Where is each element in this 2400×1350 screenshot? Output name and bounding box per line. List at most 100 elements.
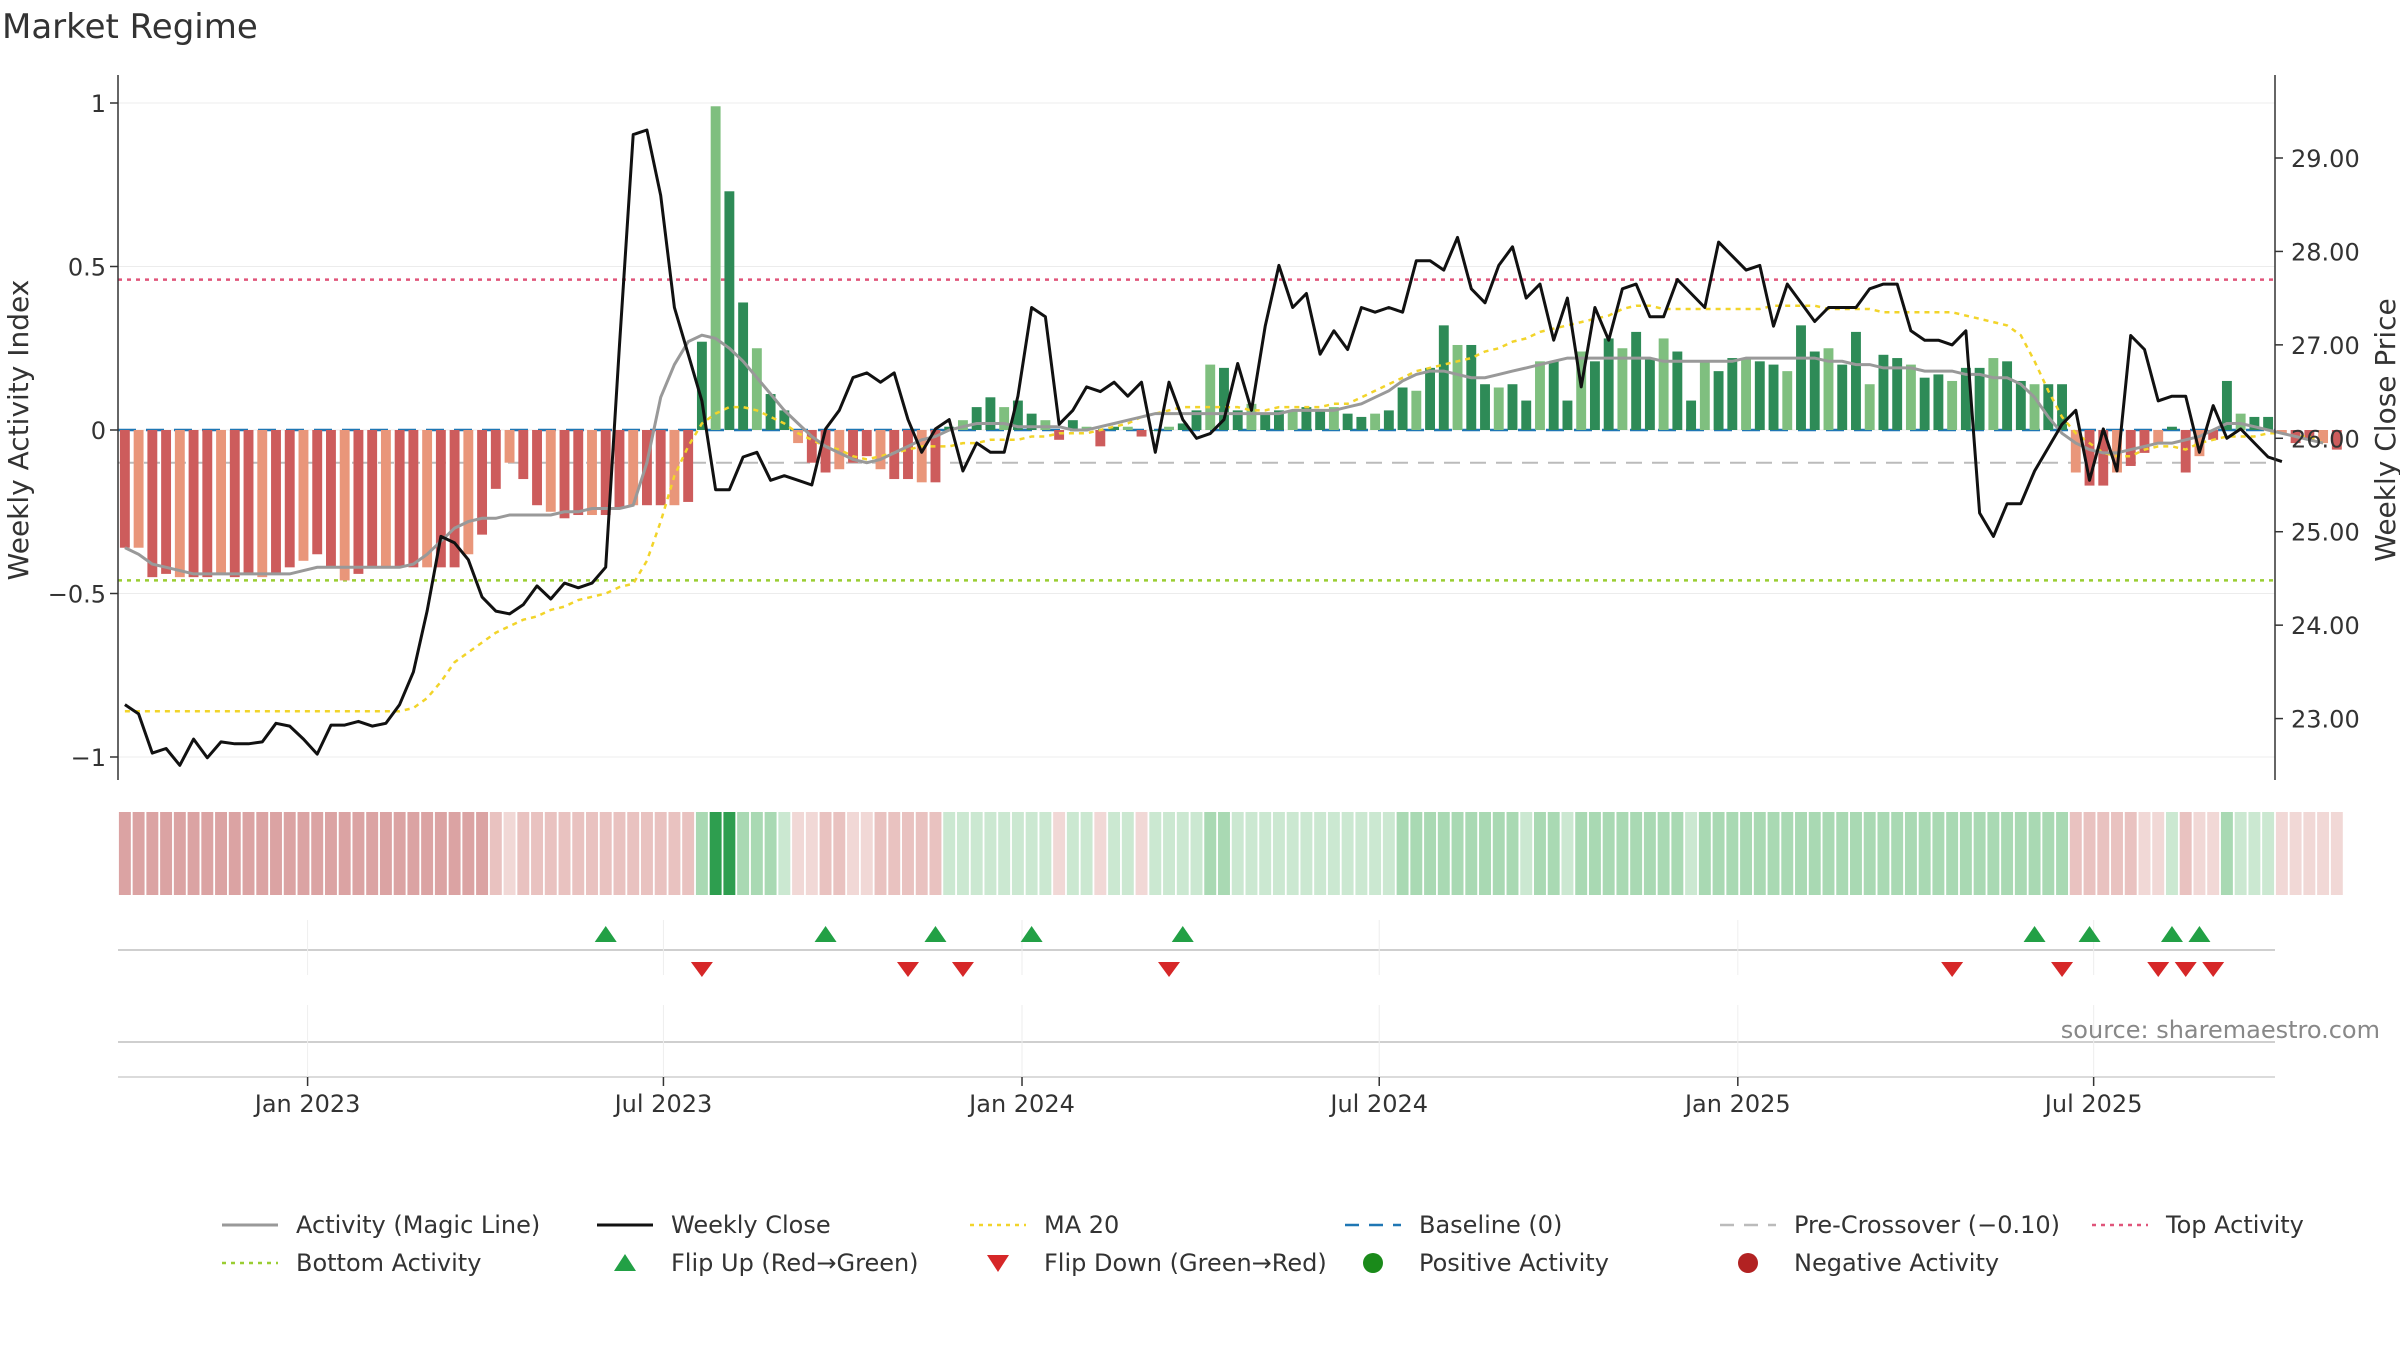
activity-bar <box>380 430 391 568</box>
activity-bar <box>614 430 625 509</box>
regime-cell <box>201 812 214 895</box>
legend-swatch <box>614 1254 636 1271</box>
activity-bar <box>463 430 474 555</box>
regime-cell <box>434 812 447 895</box>
activity-bar <box>2125 430 2136 466</box>
regime-cell <box>586 812 598 895</box>
legend-label: MA 20 <box>1044 1211 1119 1239</box>
activity-bar <box>1260 413 1271 430</box>
regime-cell <box>1437 812 1450 895</box>
regime-cell <box>984 812 997 895</box>
activity-bar <box>1109 426 1120 430</box>
regime-cell <box>1204 812 1217 895</box>
activity-bar <box>1947 380 1958 430</box>
activity-bar <box>655 430 666 506</box>
activity-bar <box>326 430 336 568</box>
regime-cell <box>1726 812 1739 895</box>
activity-bar <box>1205 364 1216 430</box>
legend: Activity (Magic Line) Weekly Close MA 20 Ba… <box>222 1211 2304 1277</box>
regime-cell <box>1108 812 1121 895</box>
regime-cell <box>1300 812 1313 895</box>
activity-bar <box>2098 430 2109 486</box>
x-tick-label: Jan 2025 <box>1683 1090 1791 1118</box>
regime-cell <box>517 812 530 895</box>
ma20-line <box>124 304 2324 713</box>
activity-bar <box>710 106 721 431</box>
regime-cell <box>695 812 708 895</box>
activity-bar <box>367 430 378 568</box>
activity-bar <box>820 430 831 473</box>
regime-cell <box>1190 812 1203 895</box>
regime-cell <box>2220 812 2233 895</box>
activity-bar <box>1246 403 1257 430</box>
regime-cell <box>2069 812 2082 895</box>
activity-bar <box>339 430 350 581</box>
legend-label: Activity (Magic Line) <box>296 1211 540 1239</box>
regime-cell <box>2097 812 2110 895</box>
activity-bar <box>1452 344 1463 430</box>
legend-swatch <box>1363 1253 1383 1273</box>
activity-bar <box>188 430 199 578</box>
activity-bar <box>1754 361 1765 430</box>
regime-cell <box>915 812 928 895</box>
regime-cell <box>1671 812 1684 895</box>
legend-swatch <box>1738 1253 1758 1273</box>
flip-down-marker <box>1158 962 1181 977</box>
activity-bar <box>1177 423 1188 430</box>
regime-cell <box>558 812 571 895</box>
legend-label: Negative Activity <box>1794 1249 1999 1277</box>
y-tick-label: −1 <box>71 744 106 772</box>
flip-up-marker <box>2023 926 2046 942</box>
regime-cell <box>2028 812 2041 895</box>
legend-label: Bottom Activity <box>296 1249 481 1277</box>
activity-bar <box>1782 371 1793 430</box>
regime-cell <box>1698 812 1711 895</box>
regime-cell <box>1066 812 1079 895</box>
activity-bar <box>1603 338 1614 430</box>
regime-cell <box>640 812 653 895</box>
activity-bar <box>1493 387 1504 430</box>
regime-cell <box>2262 812 2275 895</box>
regime-cell <box>1630 812 1643 895</box>
activity-bar <box>435 430 446 568</box>
regime-cell <box>1011 812 1024 895</box>
activity-bar <box>1342 413 1353 430</box>
activity-bar <box>1507 384 1518 430</box>
regime-cell <box>1506 812 1519 895</box>
activity-bar <box>2002 361 2013 430</box>
activity-bar <box>161 430 172 574</box>
regime-cell <box>1561 812 1574 895</box>
activity-bar <box>1658 338 1669 430</box>
regime-cell <box>1314 812 1327 895</box>
y-tick-label: 0 <box>91 417 106 445</box>
regime-cell <box>1355 812 1368 895</box>
regime-strip <box>118 812 2343 895</box>
y-right-tick-label: 28.00 <box>2291 238 2360 266</box>
regime-cell <box>1808 812 1821 895</box>
regime-cell <box>1080 812 1093 895</box>
regime-cell <box>160 812 173 895</box>
regime-cell <box>764 812 777 895</box>
regime-cell <box>1685 812 1698 895</box>
activity-bar <box>1809 351 1820 430</box>
y-right-tick-label: 25.00 <box>2291 519 2360 547</box>
activity-bar <box>2112 430 2122 473</box>
regime-cell <box>1121 812 1134 895</box>
activity-bar <box>1012 400 1023 430</box>
y-right-tick-label: 26.00 <box>2291 425 2360 453</box>
regime-cell <box>1272 812 1285 895</box>
regime-cell <box>2317 812 2330 895</box>
regime-cell <box>805 812 818 895</box>
activity-bar <box>696 341 707 430</box>
activity-bars <box>119 106 2342 581</box>
activity-bar <box>2235 413 2246 430</box>
activity-bar <box>1576 351 1587 430</box>
activity-bar <box>1040 420 1051 430</box>
y-axis-label-right: Weekly Close Price <box>2369 298 2400 561</box>
activity-bar <box>1521 400 1532 430</box>
activity-bar <box>1287 410 1298 430</box>
regime-cell <box>1740 812 1753 895</box>
activity-bar <box>1741 358 1751 430</box>
legend-swatch <box>987 1255 1009 1272</box>
activity-bar <box>1466 344 1477 430</box>
